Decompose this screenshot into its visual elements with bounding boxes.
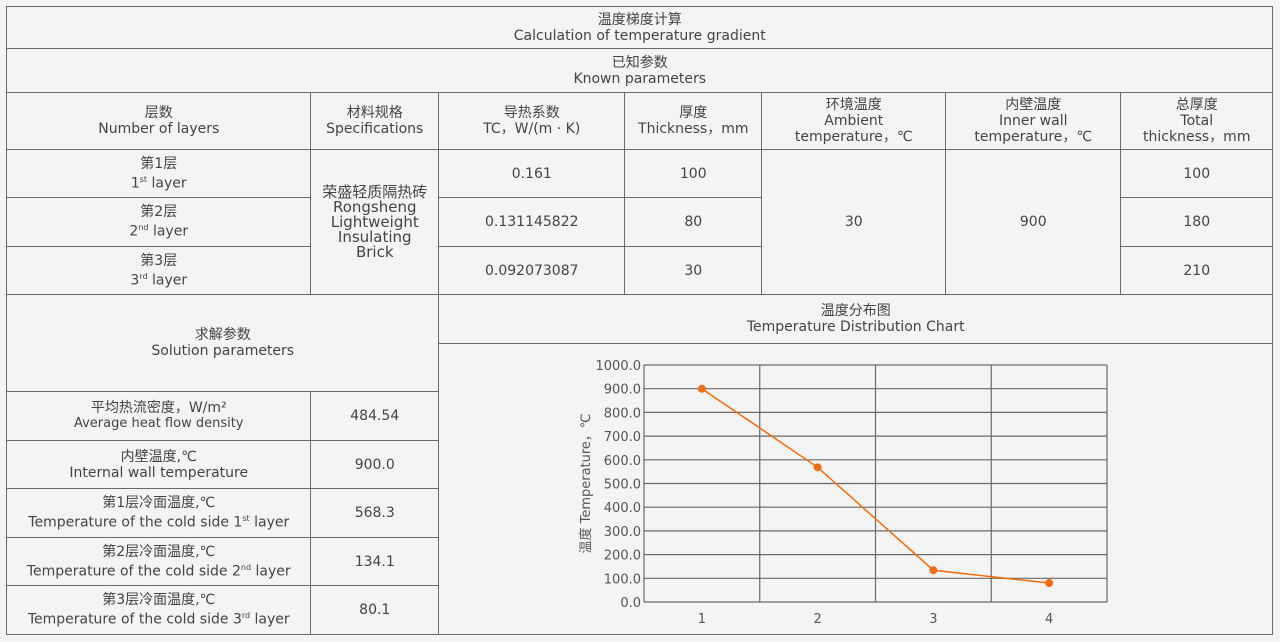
inner-value: 900 bbox=[945, 149, 1122, 296]
layer-cn: 第1层 bbox=[140, 155, 178, 172]
total-value: 180 bbox=[1183, 214, 1211, 231]
header-layers: 层数 Number of layers bbox=[6, 92, 312, 151]
layer-total-cell: 180 bbox=[1120, 197, 1274, 248]
h-cn: 总厚度 bbox=[1175, 97, 1218, 114]
h-en: Thickness，mm bbox=[638, 121, 749, 138]
solution-label-cn: 内壁温度,℃ bbox=[120, 448, 197, 465]
h-cn: 导热系数 bbox=[503, 105, 560, 122]
h-cn: 材料规格 bbox=[346, 105, 403, 122]
solution-label-cell: 内壁温度,℃ Internal wall temperature bbox=[6, 440, 312, 490]
h-en: temperature，℃ bbox=[794, 129, 913, 146]
h-cn: 层数 bbox=[144, 105, 173, 122]
solution-value-cell: 568.3 bbox=[310, 488, 440, 539]
tc-value: 0.161 bbox=[511, 165, 552, 182]
h-en: Specifications bbox=[326, 121, 424, 138]
header-ambient: 环境温度 Ambient temperature，℃ bbox=[761, 92, 947, 151]
inner-text: 900 bbox=[1019, 214, 1047, 231]
known-cn: 已知参数 bbox=[611, 54, 668, 71]
title-cn: 温度梯度计算 bbox=[597, 11, 682, 28]
thickness-value: 80 bbox=[684, 214, 703, 231]
layer-name-cell: 第1层 1st layer bbox=[6, 149, 312, 199]
solution-label-en: Internal wall temperature bbox=[69, 464, 249, 481]
ambient-value: 30 bbox=[761, 149, 947, 296]
layer-en: 1st layer bbox=[130, 174, 187, 192]
tc-value: 0.092073087 bbox=[484, 262, 579, 279]
layer-cn: 第2层 bbox=[140, 204, 178, 221]
solution-label-en: Temperature of the cold side 3rd layer bbox=[27, 611, 290, 629]
solution-label-cn: 第3层冷面温度,℃ bbox=[102, 592, 216, 609]
total-value: 210 bbox=[1183, 262, 1211, 279]
title-en: Calculation of temperature gradient bbox=[513, 27, 766, 44]
known-header: 已知参数 Known parameters bbox=[6, 48, 1274, 94]
title-cell: 温度梯度计算 Calculation of temperature gradien… bbox=[6, 6, 1274, 50]
total-value: 100 bbox=[1183, 165, 1211, 182]
solution-value-cell: 80.1 bbox=[310, 585, 440, 636]
solution-value: 134.1 bbox=[354, 553, 395, 570]
layer-thickness-cell: 80 bbox=[624, 197, 763, 248]
solution-label-cn: 第1层冷面温度,℃ bbox=[102, 495, 216, 512]
solution-value: 484.54 bbox=[350, 408, 400, 425]
solution-label-en: Average heat flow density bbox=[73, 416, 244, 432]
layer-thickness-cell: 100 bbox=[624, 149, 763, 199]
h-cn: 环境温度 bbox=[825, 97, 882, 114]
solution-label-cn: 第2层冷面温度,℃ bbox=[102, 543, 216, 560]
material-cn: 荣盛轻质隔热砖 bbox=[322, 182, 428, 201]
header-thickness: 厚度 Thickness，mm bbox=[624, 92, 763, 151]
h-cn: 厚度 bbox=[679, 105, 708, 122]
chart-title-cn: 温度分布图 bbox=[820, 303, 891, 320]
layer-total-cell: 100 bbox=[1120, 149, 1274, 199]
solution-value: 900.0 bbox=[354, 456, 395, 473]
layer-name-cell: 第3层 3rd layer bbox=[6, 246, 312, 296]
layer-en: 2nd layer bbox=[129, 223, 189, 241]
material-en: Lightweight bbox=[330, 212, 419, 231]
header-inner: 内壁温度 Inner wall temperature，℃ bbox=[945, 92, 1122, 151]
chart-cell bbox=[438, 343, 1274, 636]
solution-label-cell: 平均热流密度，W/m² Average heat flow density bbox=[6, 391, 312, 442]
header-spec: 材料规格 Specifications bbox=[310, 92, 440, 151]
thickness-value: 30 bbox=[684, 262, 703, 279]
layer-tc-cell: 0.131145822 bbox=[438, 197, 626, 248]
h-en: Total bbox=[1180, 113, 1214, 130]
solution-label-cn: 平均热流密度，W/m² bbox=[90, 400, 227, 417]
material-en: Insulating bbox=[337, 227, 412, 246]
material-cell: 荣盛轻质隔热砖 Rongsheng Lightweight Insulating Bri… bbox=[310, 149, 440, 296]
h-cn: 内壁温度 bbox=[1005, 97, 1062, 114]
solution-value: 568.3 bbox=[354, 505, 395, 522]
chart-header: 温度分布图 Temperature Distribution Chart bbox=[438, 294, 1274, 345]
header-tc: 导热系数 TC，W/(m · K) bbox=[438, 92, 626, 151]
h-en: Inner wall bbox=[998, 113, 1068, 130]
material-en: Rongsheng bbox=[332, 197, 417, 216]
layer-cn: 第3层 bbox=[140, 252, 178, 269]
layer-name-cell: 第2层 2nd layer bbox=[6, 197, 312, 248]
layer-en: 3rd layer bbox=[130, 271, 188, 289]
h-en: TC，W/(m · K) bbox=[483, 121, 581, 138]
layer-tc-cell: 0.161 bbox=[438, 149, 626, 199]
solution-value-cell: 484.54 bbox=[310, 391, 440, 442]
solution-value: 80.1 bbox=[359, 602, 391, 619]
solution-label-cell: 第3层冷面温度,℃ Temperature of the cold side 3r… bbox=[6, 585, 312, 636]
solution-value-cell: 900.0 bbox=[310, 440, 440, 490]
material-en: Brick bbox=[355, 242, 394, 261]
tc-value: 0.131145822 bbox=[484, 214, 579, 231]
solution-label-cell: 第1层冷面温度,℃ Temperature of the cold side 1s… bbox=[6, 488, 312, 539]
solution-cn: 求解参数 bbox=[194, 327, 251, 344]
h-en: temperature，℃ bbox=[974, 129, 1093, 146]
solution-header: 求解参数 Solution parameters bbox=[6, 294, 440, 393]
solution-label-cell: 第2层冷面温度,℃ Temperature of the cold side 2n… bbox=[6, 537, 312, 587]
layer-tc-cell: 0.092073087 bbox=[438, 246, 626, 296]
h-en: Ambient bbox=[824, 113, 884, 130]
h-en: thickness，mm bbox=[1143, 129, 1251, 146]
h-en: Number of layers bbox=[98, 121, 220, 138]
solution-en: Solution parameters bbox=[151, 343, 295, 360]
chart-title-en: Temperature Distribution Chart bbox=[746, 319, 965, 336]
layer-total-cell: 210 bbox=[1120, 246, 1274, 296]
layer-thickness-cell: 30 bbox=[624, 246, 763, 296]
solution-label-en: Temperature of the cold side 1st layer bbox=[28, 514, 290, 532]
header-total: 总厚度 Total thickness，mm bbox=[1120, 92, 1274, 151]
ambient-text: 30 bbox=[844, 214, 863, 231]
known-en: Known parameters bbox=[573, 70, 707, 87]
solution-label-en: Temperature of the cold side 2nd layer bbox=[26, 562, 291, 580]
thickness-value: 100 bbox=[679, 165, 707, 182]
solution-value-cell: 134.1 bbox=[310, 537, 440, 587]
